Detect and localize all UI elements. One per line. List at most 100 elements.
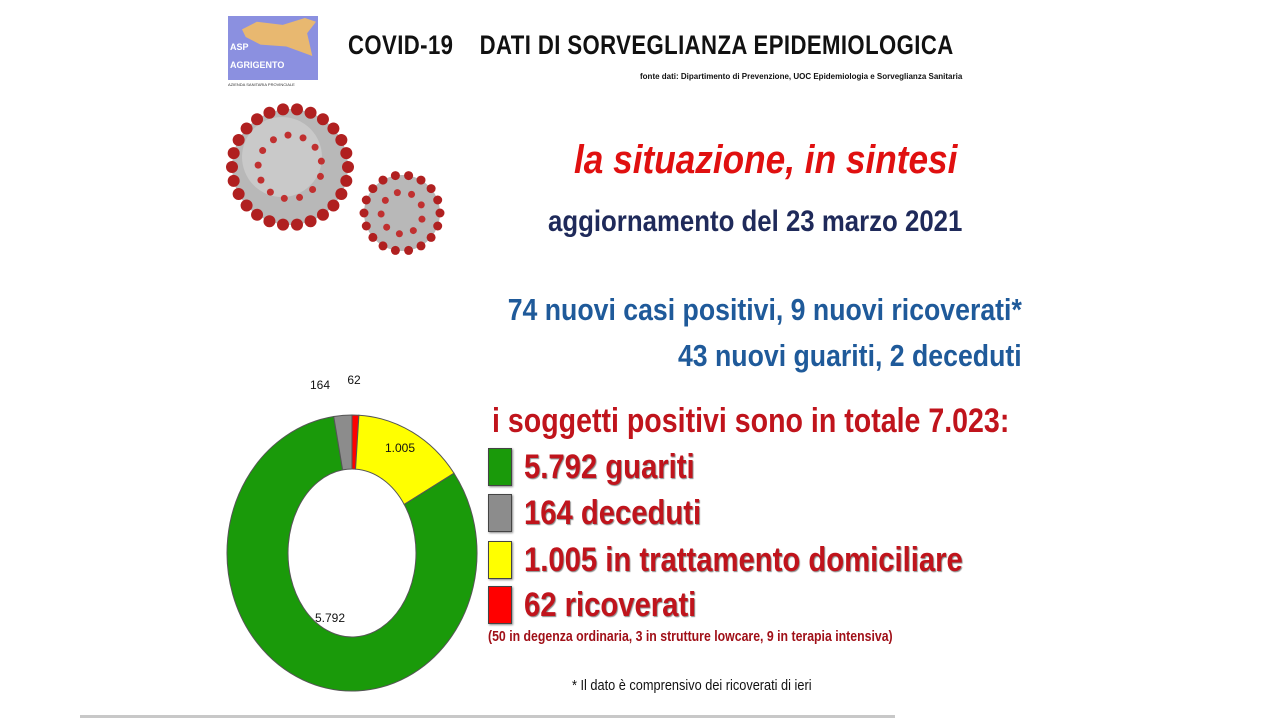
virus-spike xyxy=(416,175,426,185)
virus-spike xyxy=(335,134,348,147)
virus-spike xyxy=(390,245,400,255)
logo-text-asp: ASP xyxy=(230,42,249,52)
legend-swatch xyxy=(488,586,512,624)
virus-spike xyxy=(227,174,240,187)
virus-spike xyxy=(417,201,425,209)
virus-spike xyxy=(408,190,416,198)
virus-spike xyxy=(257,176,265,184)
virus-spike xyxy=(317,157,325,165)
virus-spike xyxy=(378,175,388,185)
virus-spike xyxy=(340,147,353,160)
sicily-map-icon xyxy=(242,18,316,56)
virus-spike xyxy=(251,208,264,221)
virus-spike xyxy=(269,136,277,144)
virus-spike xyxy=(226,161,238,173)
virus-spike xyxy=(416,241,426,251)
virus-spike xyxy=(280,194,288,202)
virus-spike xyxy=(426,184,436,194)
donut-slice-guariti xyxy=(226,415,478,692)
virus-spike xyxy=(342,161,354,173)
legend-label: 164 deceduti xyxy=(524,493,702,532)
legend-label: 5.792 guariti xyxy=(524,447,695,486)
virus-spike xyxy=(393,189,401,197)
virus-spike xyxy=(232,187,245,200)
data-source: fonte dati: Dipartimento di Prevenzione,… xyxy=(640,72,963,81)
virus-spike xyxy=(290,103,303,116)
virus-spike xyxy=(251,113,264,126)
virus-spike xyxy=(404,171,414,181)
virus-spike xyxy=(263,215,276,228)
virus-spike xyxy=(304,215,317,228)
virus-spike xyxy=(304,106,317,119)
legend-label: 1.005 in trattamento domiciliare xyxy=(524,540,963,579)
virus-spike xyxy=(340,174,353,187)
virus-spike xyxy=(327,122,340,135)
divider xyxy=(80,715,895,718)
virus-spike xyxy=(368,184,378,194)
virus-spike xyxy=(335,187,348,200)
virus-spike xyxy=(361,221,371,231)
virus-spike xyxy=(378,241,388,251)
total-positive: i soggetti positivi sono in totale 7.023… xyxy=(492,402,1010,440)
update-date: aggiornamento del 23 marzo 2021 xyxy=(548,205,963,238)
virus-spike xyxy=(240,122,253,135)
logo-text-subtitle: AZIENDA SANITARIA PROVINCIALE xyxy=(228,82,318,87)
headline: la situazione, in sintesi xyxy=(574,138,958,182)
virus-spike xyxy=(309,186,317,194)
legend-swatch xyxy=(488,541,512,579)
virus-spike xyxy=(311,143,319,151)
page-title: COVID-19 DATI DI SORVEGLIANZA EPIDEMIOLO… xyxy=(348,30,954,60)
virus-spike xyxy=(316,208,329,221)
virus-spike xyxy=(404,245,414,255)
legend-label: 62 ricoverati xyxy=(524,585,697,624)
virus-spike xyxy=(426,232,436,242)
legend-item-ricoverati: 62 ricoverati xyxy=(488,585,724,625)
virus-spike xyxy=(266,188,274,196)
virus-spike xyxy=(359,208,369,218)
data-label: 5.792 xyxy=(315,611,345,625)
virus-spike xyxy=(368,232,378,242)
donut-slice-deceduti xyxy=(333,414,353,471)
virus-spike xyxy=(377,210,385,218)
data-label: 164 xyxy=(310,378,330,392)
legend-swatch xyxy=(488,448,512,486)
virus-spike xyxy=(290,218,303,231)
legend-swatch xyxy=(488,494,512,532)
legend-item-domiciliare: 1.005 in trattamento domiciliare xyxy=(488,540,1034,580)
virus-spike xyxy=(418,215,426,223)
legend-item-guariti: 5.792 guariti xyxy=(488,447,722,487)
virus-spike xyxy=(409,227,417,235)
virus-spike xyxy=(316,113,329,126)
virus-spike xyxy=(254,161,262,169)
virus-illustration xyxy=(226,103,445,255)
virus-spike xyxy=(296,193,304,201)
virus-spike xyxy=(316,172,324,180)
virus-spike xyxy=(390,171,400,181)
data-label: 62 xyxy=(347,373,361,387)
virus-spike xyxy=(433,195,443,205)
legend-item-deceduti: 164 deceduti xyxy=(488,493,730,533)
logo-text-agrigento: AGRIGENTO xyxy=(230,60,285,70)
virus-spike xyxy=(383,223,391,231)
virus-spike xyxy=(381,196,389,204)
virus-spike xyxy=(395,230,403,238)
new-cases-line: 74 nuovi casi positivi, 9 nuovi ricovera… xyxy=(507,292,1022,327)
hospitalization-detail: (50 in degenza ordinaria, 3 in strutture… xyxy=(488,628,893,645)
asp-agrigento-logo: ASP AGRIGENTO AZIENDA SANITARIA PROVINCI… xyxy=(228,16,318,87)
virus-spike xyxy=(277,218,290,231)
virus-spike xyxy=(227,147,240,160)
virus-spike xyxy=(232,134,245,147)
virus-spike xyxy=(259,147,267,155)
virus-spike xyxy=(299,134,307,142)
virus-small-icon xyxy=(364,175,440,251)
virus-spike xyxy=(327,199,340,212)
virus-spike xyxy=(433,221,443,231)
virus-spike xyxy=(435,208,445,218)
virus-spike xyxy=(240,199,253,212)
recovered-deaths-line: 43 nuovi guariti, 2 deceduti xyxy=(678,338,1022,373)
virus-spike xyxy=(284,131,292,139)
virus-spike xyxy=(361,195,371,205)
footnote: * Il dato è comprensivo dei ricoverati d… xyxy=(572,677,812,694)
virus-spike xyxy=(263,106,276,119)
data-label: 1.005 xyxy=(385,441,415,455)
